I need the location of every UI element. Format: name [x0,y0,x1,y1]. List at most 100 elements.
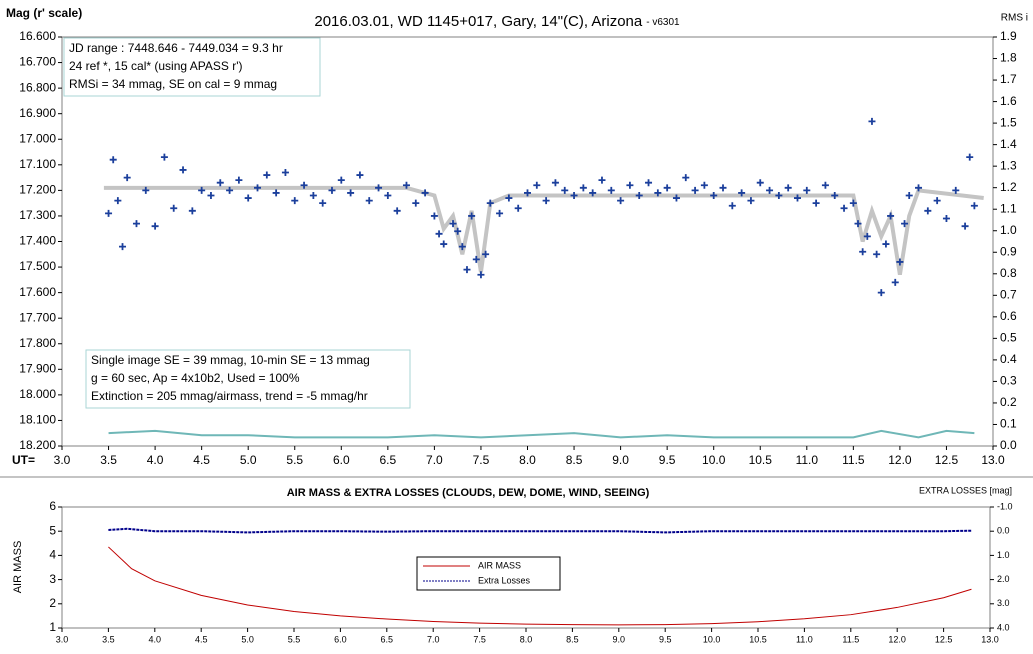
x-tick-label: 4.5 [193,453,210,467]
x-axis-label: UT= [12,453,35,467]
series-line [108,546,972,626]
data-point [235,176,243,184]
x-tick-label: 11.0 [796,634,813,644]
y2-tick-label: 0.8 [1000,266,1017,280]
x-tick-label: 11.0 [796,453,819,467]
annotation-text: RMSi = 34 mmag, SE on cal = 9 mmag [69,77,277,91]
series-line [108,527,972,534]
data-point [272,189,280,197]
x-tick-label: 12.5 [935,453,959,467]
x-tick-label: 13.0 [981,634,999,644]
data-point [496,209,504,217]
data-point [458,243,466,251]
data-point [682,174,690,182]
y2-tick-label: 0.0 [1000,438,1017,452]
x-tick-label: 5.0 [241,634,254,644]
x-tick-label: 6.0 [334,634,347,644]
annotation-text: 24 ref *, 15 cal* (using APASS r') [69,59,242,73]
data-point [514,204,522,212]
data-point [887,212,895,220]
data-point [281,168,289,176]
data-point [440,240,448,248]
y-tick-label: 17.200 [19,183,56,197]
data-point [775,191,783,199]
x-tick-label: 5.5 [286,453,303,467]
y-tick-label: 17.700 [19,310,56,324]
y2-axis-label: EXTRA LOSSES [mag] [919,485,1012,495]
data-point [589,189,597,197]
y2-tick-label: 1.5 [1000,115,1017,129]
data-point [933,197,941,205]
data-point [854,220,862,228]
data-point [430,212,438,220]
x-tick-label: 4.0 [147,453,164,467]
data-point [579,184,587,192]
x-tick-label: 10.0 [702,453,726,467]
data-point [542,197,550,205]
data-point [216,179,224,187]
data-point [626,181,634,189]
x-tick-label: 12.0 [888,453,912,467]
data-point [198,186,206,194]
data-point [859,248,867,256]
y-tick-label: 17.100 [19,157,56,171]
x-tick-label: 9.0 [613,634,626,644]
x-tick-label: 8.5 [566,634,579,644]
data-point [766,186,774,194]
data-point [300,181,308,189]
data-point [840,204,848,212]
data-point [309,191,317,199]
data-point [551,179,559,187]
data-point [524,189,531,197]
data-point [263,171,271,179]
data-point [109,156,117,164]
annotation-text: Single image SE = 39 mmag, 10-min SE = 1… [91,353,370,367]
data-point [961,222,969,230]
data-point [505,194,513,202]
y-tick-label: 18.100 [19,413,56,427]
data-point [924,207,932,215]
y2-tick-label: 1.1 [1000,201,1017,215]
x-tick-label: 6.0 [333,453,350,467]
x-tick-label: 7.5 [473,634,486,644]
y2-tick-label: 1.0 [997,550,1010,560]
data-point [598,176,606,184]
data-point [882,240,890,248]
data-point [803,186,811,194]
y2-tick-label: 1.2 [1000,180,1017,194]
data-point [319,199,327,207]
data-point [873,250,881,258]
y2-tick-label: 1.9 [1000,29,1017,43]
data-point [821,181,829,189]
data-point [449,220,457,228]
data-point [188,207,196,215]
data-point [347,189,355,197]
x-tick-label: 5.5 [288,634,301,644]
y2-tick-label: 0.3 [1000,374,1017,388]
y2-tick-label: 2.0 [997,574,1010,584]
data-point [365,197,373,205]
data-point [645,179,653,187]
annotation-text: g = 60 sec, Ap = 4x10b2, Used = 100% [91,371,300,385]
annotation-box [85,349,411,409]
y2-tick-label: 0.6 [1000,309,1017,323]
y2-tick-label: 1.4 [1000,137,1017,151]
x-tick-label: 12.5 [935,634,953,644]
x-tick-label: 10.5 [749,634,767,644]
x-tick-label: 6.5 [381,634,394,644]
data-point [114,197,122,205]
x-tick-label: 8.0 [520,634,533,644]
data-point [905,191,913,199]
y2-tick-label: 1.8 [1000,51,1017,65]
x-tick-label: 9.0 [612,453,629,467]
data-point [868,117,876,125]
data-point [463,266,471,274]
y2-tick-label: 0.9 [1000,244,1017,258]
legend [416,556,561,591]
data-point [421,189,429,197]
chart-title: AIR MASS & EXTRA LOSSES (CLOUDS, DEW, DO… [287,487,650,499]
data-point [756,179,764,187]
y-tick-label: 6 [49,499,56,513]
data-point [877,289,885,297]
data-point [719,184,727,192]
